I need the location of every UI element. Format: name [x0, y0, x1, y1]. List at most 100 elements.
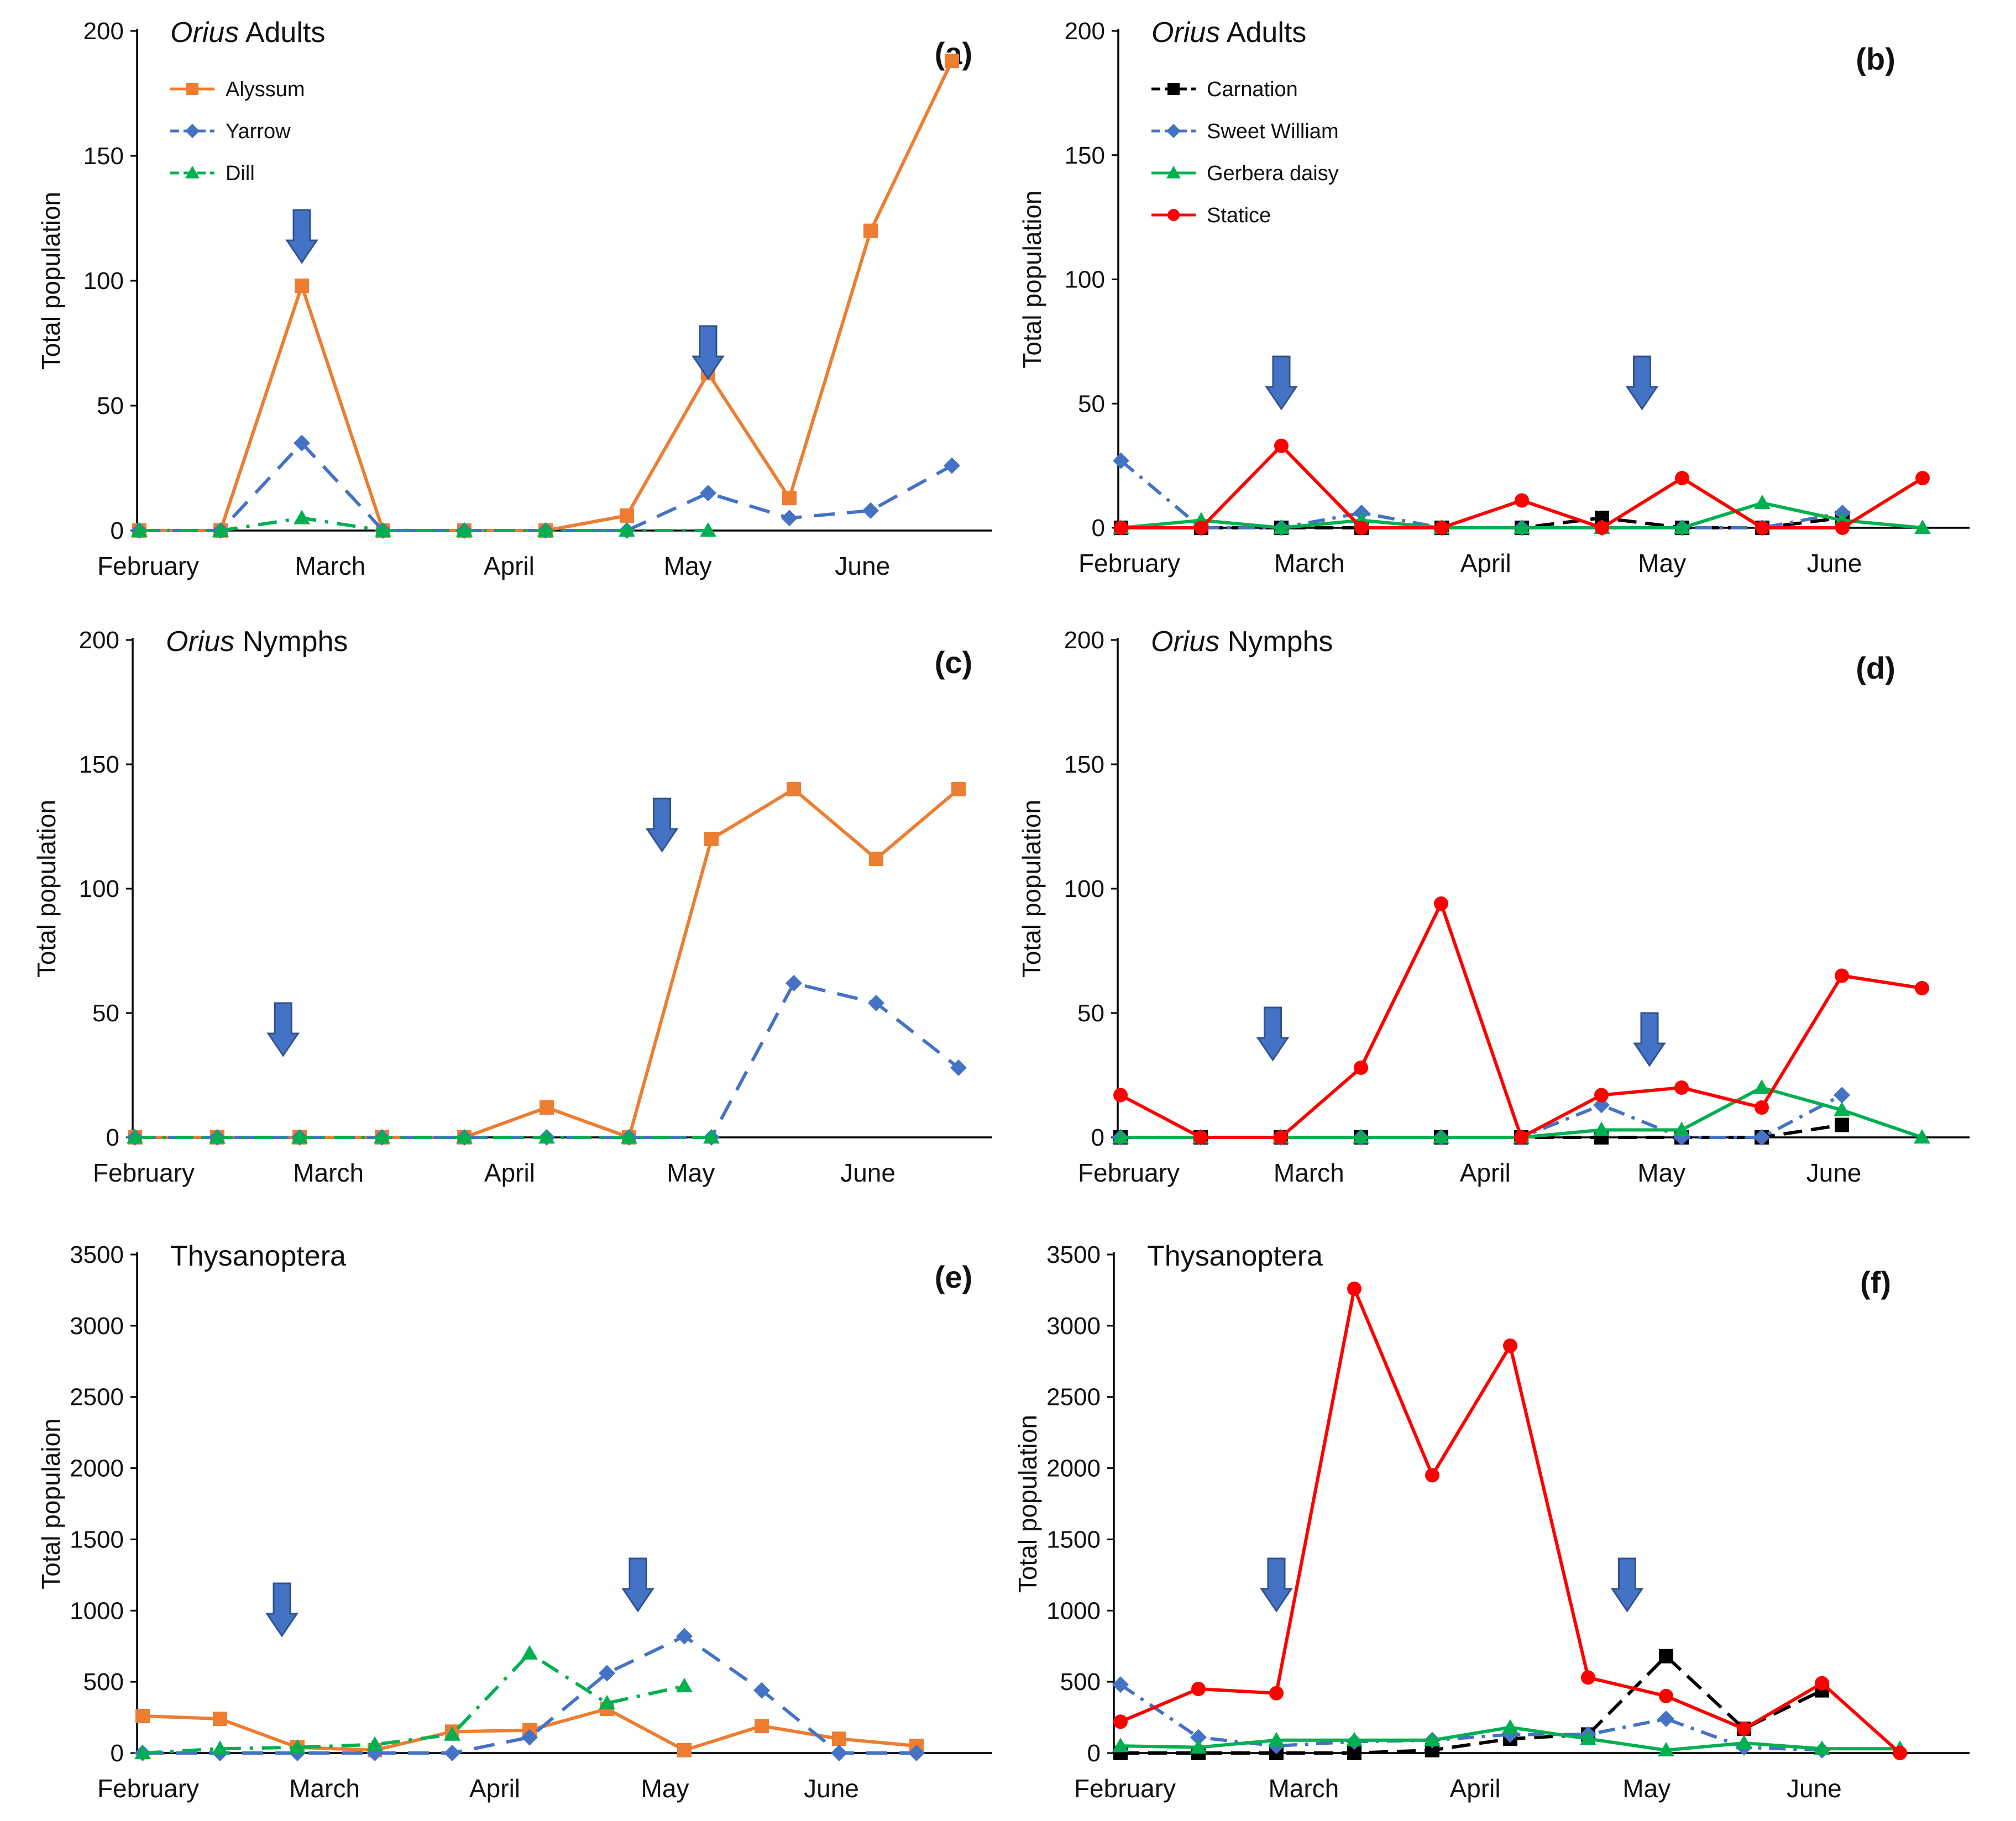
data-point [1190, 1739, 1207, 1754]
data-point [131, 522, 148, 537]
legend-marker [186, 83, 198, 95]
panel-title: Thysanoptera [1147, 1240, 1323, 1272]
month-label: April [484, 552, 535, 580]
y-tick-label: 0 [1091, 1124, 1104, 1151]
month-label: March [289, 1774, 360, 1803]
data-point [1434, 521, 1449, 535]
y-tick-label: 0 [1092, 515, 1105, 542]
y-tick-label: 1500 [70, 1526, 124, 1553]
month-label: May [664, 552, 712, 580]
data-point [1268, 1731, 1285, 1747]
legend-marker [185, 166, 200, 179]
data-point [676, 1677, 693, 1693]
legend-label: Yarrow [226, 120, 291, 143]
data-point [375, 522, 391, 537]
data-point [704, 832, 719, 846]
panel-title: Orius Nymphs [1151, 626, 1333, 658]
chart-panel-c: 0 50 100 150 200 Total population February Marc… [32, 626, 992, 1187]
data-point [753, 1682, 770, 1699]
legend-label: Carnation [1207, 78, 1298, 101]
legend-entry: Yarrow [170, 120, 291, 143]
data-point [621, 1129, 637, 1144]
data-point [134, 1745, 151, 1760]
data-point [1274, 438, 1289, 453]
data-point [1112, 1738, 1129, 1752]
month-label: April [1450, 1774, 1501, 1803]
data-point [1834, 1101, 1850, 1116]
data-point [951, 782, 966, 796]
legend: Carnation Sweet William Gerbera daisy Stati… [1151, 78, 1339, 227]
y-tick-label: 200 [1064, 627, 1104, 654]
data-point [1674, 519, 1690, 534]
release-arrow-down-arrow-icon [1610, 1557, 1644, 1613]
panel-title-rest: Thysanoptera [170, 1240, 346, 1272]
y-tick-label: 3000 [1046, 1313, 1101, 1340]
y-tick-label: 0 [111, 1740, 124, 1767]
y-tick-label: 50 [92, 1000, 119, 1027]
data-point [212, 1740, 228, 1755]
data-point [295, 279, 309, 293]
month-label: May [641, 1774, 689, 1803]
data-point [869, 852, 883, 866]
legend-entry: Dill [170, 162, 255, 185]
legend-entry: Alyssum [170, 78, 305, 101]
data-point [521, 1729, 538, 1746]
data-point [677, 1743, 692, 1757]
y-axis-title: Total population [1013, 1415, 1042, 1593]
legend-entry: Gerbera daisy [1151, 162, 1339, 185]
data-point [294, 510, 310, 524]
data-point [1433, 1129, 1449, 1144]
chart-panel-b: 0 50 100 150 200 Total population February Marc… [1018, 17, 1970, 578]
data-point [676, 1628, 693, 1645]
chart-panel-d: 0 50 100 150 200 Total population February Marc… [1017, 626, 1970, 1187]
data-point [538, 1129, 555, 1144]
y-tick-label: 50 [97, 392, 124, 419]
data-point [1914, 519, 1931, 534]
panel-title: Thysanoptera [170, 1240, 346, 1272]
y-tick-label: 150 [1065, 142, 1105, 169]
data-point [944, 457, 960, 474]
data-point [1675, 471, 1689, 486]
data-point [1581, 1670, 1595, 1685]
release-arrow-down-arrow-icon [285, 209, 318, 264]
data-point [1347, 1281, 1362, 1296]
data-point [908, 1745, 925, 1761]
data-point [1914, 1129, 1930, 1144]
data-point [1514, 519, 1530, 534]
series-dill [127, 1129, 720, 1144]
month-label: June [1807, 549, 1862, 578]
data-point [127, 1129, 143, 1144]
series-dill [134, 1645, 693, 1760]
data-point [213, 1712, 227, 1726]
data-point [787, 782, 801, 796]
panel-title-rest: Nymphs [234, 626, 348, 658]
month-label: March [293, 1158, 364, 1187]
data-point [1346, 1731, 1363, 1747]
legend: Alyssum Yarrow Dill [170, 78, 305, 185]
data-point [781, 510, 798, 527]
y-tick-label: 0 [1087, 1740, 1101, 1767]
data-point [1737, 1722, 1751, 1736]
data-point [456, 1129, 473, 1144]
legend-label: Statice [1207, 204, 1271, 227]
y-tick-label: 3000 [70, 1313, 124, 1340]
month-label: June [835, 552, 890, 580]
month-label: May [667, 1158, 715, 1187]
panel-title-rest: Adults [1220, 17, 1306, 49]
series-dill [131, 510, 716, 537]
y-tick-label: 100 [79, 875, 119, 902]
legend-entry: Sweet William [1151, 120, 1339, 143]
data-point [135, 1708, 150, 1723]
month-label: April [469, 1774, 520, 1803]
data-point [831, 1745, 847, 1761]
data-point [1673, 1121, 1690, 1136]
release-arrow-down-arrow-icon [266, 1002, 300, 1057]
month-label: February [1078, 1158, 1180, 1187]
panel-title-italic: Orius [1151, 626, 1219, 658]
y-tick-label: 200 [83, 18, 124, 45]
month-label: April [1460, 549, 1511, 578]
data-point [700, 485, 716, 502]
data-point [1755, 1100, 1769, 1115]
data-point [782, 491, 797, 506]
data-point [1753, 1079, 1770, 1094]
